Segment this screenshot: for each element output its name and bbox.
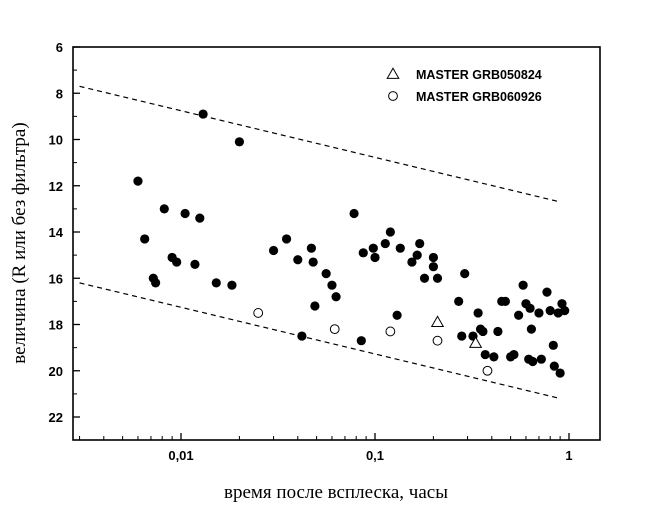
plot-frame [72, 46, 601, 441]
data-point [534, 308, 544, 318]
data-point-grb060926 [482, 365, 493, 376]
legend-marker [386, 67, 400, 79]
data-point [308, 257, 318, 267]
data-point [310, 301, 320, 311]
data-point [190, 259, 200, 269]
data-point [415, 238, 425, 249]
data-point [306, 243, 316, 253]
y-axis-label: величина (R или без фильтра) [9, 122, 30, 363]
data-point [457, 331, 467, 341]
data-point [407, 257, 417, 267]
data-point [211, 278, 221, 288]
data-point-grb050824 [430, 315, 445, 328]
data-point [480, 349, 490, 360]
data-point [473, 308, 483, 318]
data-point [392, 310, 402, 320]
data-point [395, 243, 405, 253]
data-point [545, 306, 555, 316]
data-point [349, 208, 359, 219]
data-point [385, 227, 395, 237]
data-points [133, 109, 570, 378]
data-point [500, 296, 510, 306]
data-point [493, 326, 503, 337]
data-point [227, 280, 237, 290]
y-tick-label: 14 [49, 225, 64, 240]
data-point [489, 352, 499, 362]
data-point [198, 109, 208, 119]
guide-lines [79, 85, 561, 400]
data-point [412, 250, 422, 260]
data-point [356, 336, 366, 346]
data-point [560, 306, 570, 316]
dashed-guide-line [79, 282, 561, 400]
data-point [327, 280, 337, 290]
data-point [549, 361, 559, 371]
data-point [518, 280, 528, 290]
data-point [419, 273, 430, 283]
data-point [281, 234, 292, 244]
y-tick-label: 16 [49, 271, 63, 286]
data-point [536, 354, 546, 364]
data-point [331, 292, 341, 302]
data-point [454, 296, 464, 306]
data-point [525, 303, 535, 313]
y-tick-label: 22 [49, 410, 63, 425]
legend-marker [388, 91, 398, 101]
data-point-grb060926 [385, 326, 396, 337]
dashed-guide-line [79, 85, 561, 203]
y-tick-label: 6 [56, 40, 63, 55]
data-point [557, 299, 567, 309]
data-point [428, 252, 438, 263]
data-point [509, 349, 519, 360]
x-tick-label: 1 [565, 448, 572, 463]
data-point [428, 262, 438, 272]
data-point [297, 331, 307, 341]
data-point [234, 137, 244, 147]
data-point [432, 273, 443, 283]
data-point [293, 255, 303, 265]
data-point [370, 252, 380, 263]
data-point [268, 245, 279, 256]
data-point [321, 269, 331, 279]
data-point [180, 208, 190, 219]
data-point-grb060926 [253, 308, 264, 318]
data-point [380, 238, 390, 249]
data-point [548, 340, 558, 350]
x-axis-label: время после всплеска, часы [224, 482, 448, 503]
data-point [514, 310, 524, 320]
axis-ticks: 6 8 10 12 14 16 18 20 22 0,01 0,1 1 [49, 40, 573, 463]
data-point [368, 243, 378, 253]
data-point [526, 324, 536, 334]
data-point [133, 176, 143, 186]
data-point [195, 213, 205, 223]
data-point [159, 204, 169, 214]
legend-label: MASTER GRB050824 [416, 68, 542, 82]
data-point [151, 278, 161, 288]
data-point-grb060926 [432, 335, 443, 346]
data-point [555, 368, 565, 378]
data-point [358, 248, 368, 258]
data-point [460, 269, 470, 279]
data-point [542, 287, 552, 297]
data-point-grb050824 [468, 336, 483, 348]
y-tick-label: 10 [49, 133, 63, 148]
y-tick-label: 8 [56, 86, 63, 101]
data-point [172, 257, 182, 267]
legend: MASTER GRB050824 MASTER GRB060926 [386, 67, 542, 104]
y-tick-label: 20 [49, 364, 63, 379]
data-point [528, 356, 538, 367]
data-point [140, 234, 150, 244]
y-tick-label: 12 [49, 179, 63, 194]
data-point [478, 326, 488, 337]
x-tick-label: 0,1 [366, 448, 384, 463]
legend-label: MASTER GRB060926 [416, 90, 542, 104]
y-tick-label: 18 [49, 318, 63, 333]
data-point-grb060926 [329, 324, 340, 335]
x-tick-label: 0,01 [168, 448, 193, 463]
